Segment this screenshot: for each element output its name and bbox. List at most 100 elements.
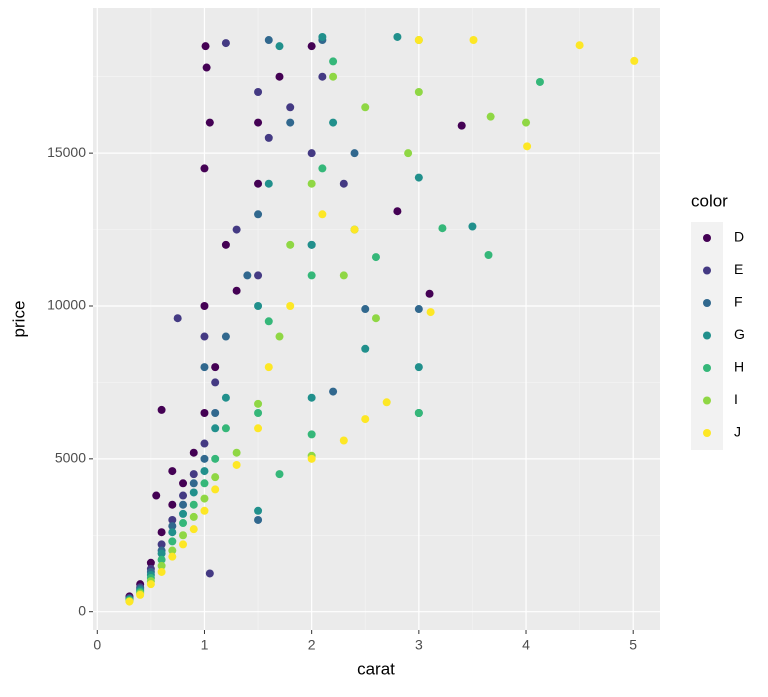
point <box>307 149 316 158</box>
point <box>152 491 161 500</box>
point <box>189 479 198 488</box>
point <box>205 569 214 578</box>
x-tick-label: 4 <box>522 637 530 653</box>
point <box>484 251 493 260</box>
point <box>168 515 177 524</box>
point <box>339 179 348 188</box>
point <box>211 454 220 463</box>
point <box>414 363 423 372</box>
point <box>254 118 263 127</box>
point <box>179 531 188 540</box>
grid <box>93 8 660 630</box>
point <box>307 393 316 402</box>
point <box>221 424 230 433</box>
point <box>414 36 423 45</box>
point <box>168 467 177 476</box>
point <box>275 42 284 51</box>
point <box>221 39 230 48</box>
point <box>168 537 177 546</box>
point <box>339 271 348 280</box>
point <box>202 63 211 72</box>
legend-label: H <box>734 359 744 375</box>
point <box>157 555 166 564</box>
point <box>535 77 544 86</box>
point <box>264 317 273 326</box>
point <box>286 301 295 310</box>
point <box>189 448 198 457</box>
point <box>179 540 188 549</box>
point <box>329 72 338 81</box>
point <box>307 179 316 188</box>
point <box>157 540 166 549</box>
point <box>404 149 413 158</box>
point <box>393 207 402 216</box>
point <box>136 590 145 599</box>
y-tick-label: 10000 <box>47 297 86 313</box>
point <box>200 439 209 448</box>
point <box>157 405 166 414</box>
point <box>232 286 241 295</box>
point <box>457 121 466 130</box>
point <box>329 118 338 127</box>
point <box>254 210 263 219</box>
point <box>232 460 241 469</box>
point <box>157 528 166 537</box>
point <box>157 567 166 576</box>
point <box>254 506 263 515</box>
point <box>200 467 209 476</box>
point <box>200 332 209 341</box>
point <box>414 408 423 417</box>
x-tick-label: 5 <box>629 637 637 653</box>
y-tick-label: 0 <box>78 602 86 618</box>
point <box>168 546 177 555</box>
point <box>426 308 435 317</box>
point <box>307 42 316 51</box>
point <box>286 240 295 249</box>
point <box>200 301 209 310</box>
point <box>307 430 316 439</box>
point <box>264 133 273 142</box>
legend-key <box>703 266 711 275</box>
point <box>275 72 284 81</box>
point <box>211 424 220 433</box>
legend-key <box>703 396 711 405</box>
point <box>307 271 316 280</box>
legend-key <box>703 331 711 340</box>
point <box>361 305 370 314</box>
point <box>157 561 166 570</box>
point <box>211 378 220 387</box>
point <box>189 470 198 479</box>
point <box>382 398 391 407</box>
point <box>254 271 263 280</box>
point <box>254 179 263 188</box>
points <box>125 32 639 606</box>
legend-label: I <box>734 391 738 407</box>
point <box>264 36 273 45</box>
point <box>157 549 166 558</box>
y-tick-label: 5000 <box>55 450 86 466</box>
point <box>307 454 316 463</box>
point <box>168 528 177 537</box>
point <box>211 408 220 417</box>
point <box>179 479 188 488</box>
point <box>211 363 220 372</box>
y-tick-label: 15000 <box>47 144 86 160</box>
legend-label: D <box>734 229 744 245</box>
point <box>189 500 198 509</box>
point <box>318 72 327 81</box>
point <box>200 479 209 488</box>
legend-label: G <box>734 326 745 342</box>
point <box>329 57 338 66</box>
legend-label: F <box>734 294 743 310</box>
point <box>307 240 316 249</box>
point <box>125 597 134 606</box>
point <box>275 470 284 479</box>
legend-label: E <box>734 261 743 277</box>
point <box>414 88 423 97</box>
point <box>254 515 263 524</box>
legend-key <box>703 429 711 437</box>
y-axis-label: price <box>9 301 28 338</box>
point <box>361 415 370 424</box>
point <box>522 118 531 127</box>
point <box>221 332 230 341</box>
